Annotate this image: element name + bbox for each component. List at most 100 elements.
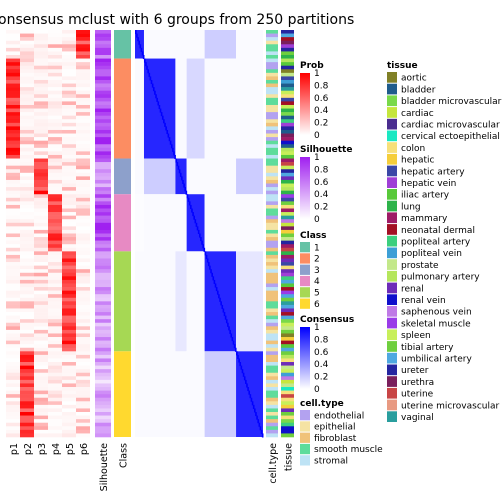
silhouette-legend-title: Silhouette	[300, 145, 352, 155]
prob-cell	[34, 433, 48, 438]
tissue-cell	[281, 208, 294, 213]
silhouette-cell	[95, 140, 111, 145]
cell-type-column-label: cell.type	[268, 443, 279, 484]
consensus-diagonal-cell	[187, 197, 190, 202]
cell-type-cell	[266, 308, 278, 313]
prob-cell	[6, 176, 20, 181]
consensus-diagonal-cell	[176, 162, 179, 167]
tissue-legend-label: urethra	[401, 378, 434, 388]
prob-cell	[48, 62, 62, 67]
prob-cell	[6, 383, 20, 388]
prob-column-label: p2	[23, 443, 34, 455]
prob-cell	[48, 172, 62, 177]
prob-cell	[20, 144, 34, 149]
silhouette-cell	[95, 176, 111, 181]
cell-type-cell	[266, 240, 278, 245]
tissue-cell	[281, 72, 294, 77]
prob-cell	[76, 183, 90, 188]
tissue-legend-label: uterine	[401, 390, 434, 400]
cell-type-cell	[266, 151, 278, 156]
silhouette-cell	[95, 254, 111, 259]
tissue-cell	[281, 401, 294, 406]
consensus-block	[204, 158, 237, 195]
prob-cell	[62, 76, 76, 81]
prob-cell	[6, 222, 20, 227]
cell-type-cell	[266, 283, 278, 288]
cell-type-cell	[266, 219, 278, 224]
consensus-diagonal-cell	[250, 397, 253, 402]
prob-cell	[62, 383, 76, 388]
cell-type-cell	[266, 262, 278, 266]
tissue-legend-label: renal vein	[401, 296, 446, 306]
cell-type-cell	[266, 247, 278, 252]
prob-cell	[76, 101, 90, 106]
prob-cell	[34, 94, 48, 99]
silhouette-cell	[95, 72, 111, 77]
tissue-cell	[281, 333, 294, 338]
tissue-legend-label: saphenous vein	[401, 308, 472, 318]
tissue-cell	[281, 379, 294, 384]
prob-cell	[62, 247, 76, 252]
prob-cell	[76, 269, 90, 274]
prob-cell	[6, 251, 20, 256]
silhouette-cell	[95, 165, 111, 170]
prob-cell	[62, 83, 76, 88]
prob-cell	[20, 358, 34, 363]
prob-cell	[62, 276, 76, 281]
prob-cell	[76, 165, 90, 170]
prob-cell	[62, 365, 76, 370]
cell-type-cell	[266, 319, 278, 324]
prob-cell	[20, 101, 34, 106]
tissue-cell	[281, 37, 294, 42]
prob-cell	[34, 229, 48, 234]
prob-cell	[76, 133, 90, 138]
prob-cell	[20, 219, 34, 224]
consensus-block	[236, 251, 263, 352]
silhouette-cell	[95, 83, 111, 88]
prob-cell	[76, 90, 90, 95]
prob-cell	[34, 369, 48, 374]
class-legend-label: 4	[314, 277, 320, 287]
prob-cell	[62, 115, 76, 120]
prob-cell	[62, 194, 76, 199]
prob-cell	[48, 340, 62, 345]
cell-type-cell	[266, 322, 278, 327]
silhouette-cell	[95, 54, 111, 59]
prob-cell	[34, 76, 48, 81]
tissue-cell	[281, 365, 294, 370]
silhouette-cell	[95, 383, 111, 388]
consensus-diagonal-cell	[249, 394, 252, 399]
consensus-diagonal-cell	[232, 340, 235, 345]
class-legend-label: 1	[314, 243, 320, 253]
tissue-cell	[281, 329, 294, 334]
tissue-cell	[281, 308, 294, 313]
prob-cell	[6, 190, 20, 195]
prob-cell	[48, 351, 62, 356]
silhouette-cell	[95, 179, 111, 184]
tissue-legend-swatch	[387, 399, 397, 411]
column-labels: p1 p2 p3 p4 p5 p6 Silhouette Class cell.type tiss…	[9, 443, 295, 491]
silhouette-cell	[95, 429, 111, 434]
prob-cell	[62, 40, 76, 45]
silhouette-cell	[95, 390, 111, 395]
prob-cell	[20, 162, 34, 166]
silhouette-cell	[95, 47, 111, 52]
prob-cell	[6, 215, 20, 220]
tissue-cell	[281, 69, 294, 74]
class-legend-label: 6	[314, 300, 320, 310]
prob-cell	[20, 119, 34, 124]
prob-cell	[76, 144, 90, 149]
cell-type-cell	[266, 69, 278, 74]
tissue-legend-label: spleen	[401, 331, 431, 341]
cell-type-cell	[266, 144, 278, 149]
consensus-block	[204, 351, 237, 437]
prob-cell	[34, 297, 48, 302]
tissue-cell	[281, 408, 294, 413]
prob-cell	[76, 429, 90, 434]
prob-cell	[34, 154, 48, 159]
consensus-diagonal-cell	[225, 319, 228, 324]
class-block	[114, 30, 131, 59]
prob-cell	[34, 144, 48, 149]
prob-cell	[20, 151, 34, 156]
prob-cell	[6, 208, 20, 213]
